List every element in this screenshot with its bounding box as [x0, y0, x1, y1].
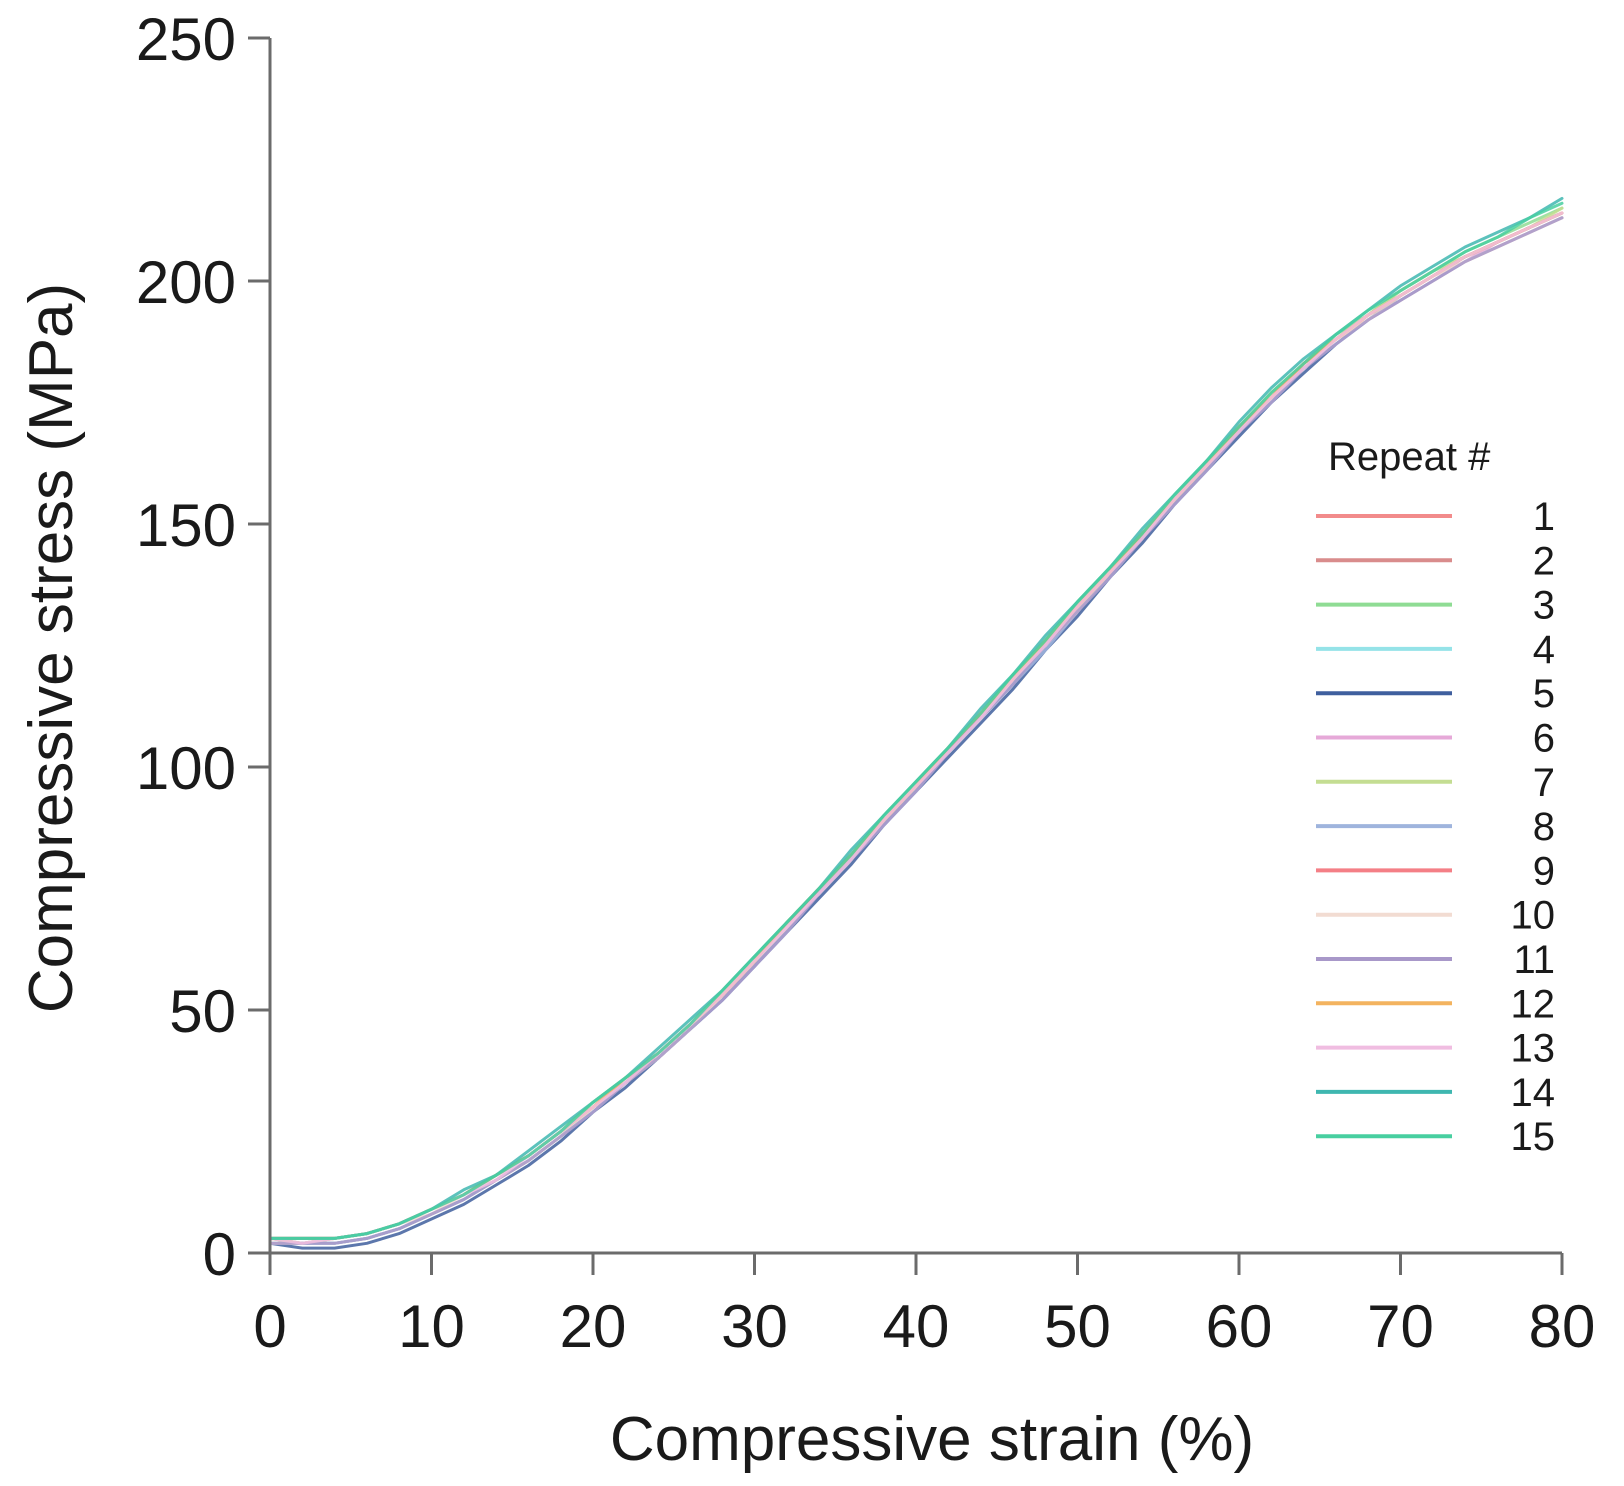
- legend-title: Repeat #: [1328, 435, 1491, 479]
- series-line-1: [268, 216, 1564, 1245]
- legend-label-10: 10: [1511, 894, 1556, 938]
- series-line-12: [268, 211, 1564, 1240]
- y-tick-label: 150: [136, 492, 236, 559]
- series-line-10: [268, 216, 1564, 1245]
- legend-label-9: 9: [1533, 849, 1555, 893]
- x-tick-label: 30: [721, 1293, 788, 1360]
- x-tick-label: 70: [1367, 1293, 1434, 1360]
- x-tick-label: 80: [1529, 1293, 1596, 1360]
- legend-label-14: 14: [1511, 1071, 1556, 1115]
- series-line-15: [268, 201, 1564, 1240]
- y-ticks: 0 50 100 150 200 250: [136, 6, 270, 1288]
- legend-label-1: 1: [1533, 495, 1555, 539]
- series-line-6: [268, 211, 1564, 1240]
- series-line-14: [268, 196, 1564, 1240]
- y-tick-label: 250: [136, 6, 236, 73]
- legend-label-15: 15: [1511, 1115, 1556, 1159]
- x-tick-label: 50: [1044, 1293, 1111, 1360]
- legend-label-8: 8: [1533, 805, 1555, 849]
- series-line-9: [268, 211, 1564, 1240]
- series-line-7: [268, 206, 1564, 1245]
- series-line-4: [268, 211, 1564, 1245]
- legend-label-2: 2: [1533, 539, 1555, 583]
- x-tick-label: 40: [883, 1293, 950, 1360]
- y-tick-label: 100: [136, 735, 236, 802]
- legend-label-7: 7: [1533, 761, 1555, 805]
- y-tick-label: 200: [136, 249, 236, 316]
- legend-label-12: 12: [1511, 982, 1556, 1026]
- y-tick-label: 50: [169, 978, 236, 1045]
- x-tick-label: 60: [1206, 1293, 1273, 1360]
- x-tick-label: 10: [398, 1293, 465, 1360]
- y-axis-title: Compressive stress (MPa): [17, 283, 86, 1013]
- legend-label-6: 6: [1533, 717, 1555, 761]
- legend-label-4: 4: [1533, 628, 1555, 672]
- series-layer: [268, 196, 1564, 1250]
- axes-layer: [268, 38, 1562, 1255]
- legend-label-5: 5: [1533, 672, 1555, 716]
- x-axis-title: Compressive strain (%): [610, 1405, 1254, 1474]
- x-ticks: 0 10 20 30 40 50 60 70 80: [253, 1253, 1595, 1360]
- series-line-3: [268, 206, 1564, 1240]
- legend-label-13: 13: [1511, 1027, 1556, 1071]
- series-line-8: [268, 216, 1564, 1245]
- legend-label-11: 11: [1513, 938, 1555, 982]
- y-tick-label: 0: [203, 1221, 236, 1288]
- series-line-11: [268, 216, 1564, 1245]
- x-tick-label: 0: [253, 1293, 286, 1360]
- series-line-2: [268, 211, 1564, 1245]
- legend-label-3: 3: [1533, 584, 1555, 628]
- series-line-13: [268, 211, 1564, 1245]
- x-tick-label: 20: [560, 1293, 627, 1360]
